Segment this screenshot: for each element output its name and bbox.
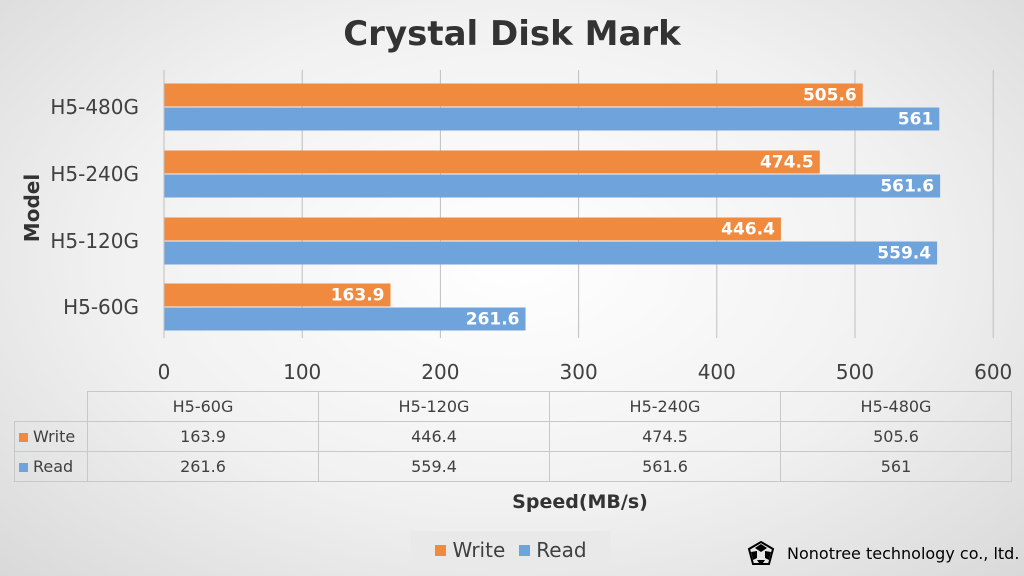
- nonotree-logo-icon: [747, 540, 775, 565]
- data-table-header: H5-480G: [780, 391, 1012, 422]
- data-table-cell: 261.6: [87, 451, 319, 482]
- legend-label-read: Read: [536, 538, 587, 562]
- data-table-header: H5-240G: [549, 391, 781, 422]
- legend: Write Read: [411, 531, 611, 569]
- data-table-key-write: Write: [14, 421, 88, 452]
- data-table: H5-60G H5-120G H5-240G H5-480G Write 163…: [14, 391, 1012, 482]
- data-table-cell: 561.6: [549, 451, 781, 482]
- y-tick-label: H5-120G: [50, 229, 139, 253]
- y-axis-label: Model: [20, 173, 44, 243]
- bar-write: [164, 283, 391, 307]
- bar-write: [164, 150, 820, 174]
- x-tick-label: 300: [560, 360, 598, 384]
- data-table-row-write: Write 163.9 446.4 474.5 505.6: [14, 421, 1012, 452]
- legend-item-read: Read: [519, 538, 587, 562]
- legend-label-write: Write: [452, 538, 506, 562]
- data-table-corner: [14, 391, 88, 422]
- chart-title: Crystal Disk Mark: [343, 14, 681, 54]
- bar-value-label: 561.6: [880, 177, 934, 197]
- data-table-cell: 559.4: [318, 451, 550, 482]
- bar-value-label: 163.9: [331, 286, 385, 306]
- y-tick-label: H5-60G: [63, 295, 139, 319]
- data-table-header-row: H5-60G H5-120G H5-240G H5-480G: [14, 391, 1012, 422]
- data-table-cell: 474.5: [549, 421, 781, 452]
- data-table-header: H5-60G: [87, 391, 319, 422]
- data-table-cell: 505.6: [780, 421, 1012, 452]
- x-tick-label: 200: [421, 360, 459, 384]
- company-name: Nonotree technology co., ltd.: [787, 543, 1020, 563]
- x-axis-label: Speed(MB/s): [512, 491, 648, 513]
- data-table-cell: 163.9: [87, 421, 319, 452]
- data-table-key-label: Read: [33, 457, 74, 476]
- y-tick-label: H5-240G: [50, 162, 139, 186]
- company-credit: Nonotree technology co., ltd.: [745, 540, 1019, 566]
- x-tick-label: 100: [283, 360, 321, 384]
- bar-chart: 0 100 200 300 400 500 600 H5-60G 163.9 261.6 H5-12…: [50, 70, 1012, 384]
- bar-read: [164, 307, 526, 331]
- bar-value-label: 446.4: [721, 220, 775, 240]
- bar-read: [164, 241, 938, 265]
- x-tick-label: 400: [698, 360, 736, 384]
- bar-read: [164, 107, 940, 131]
- bar-value-label: 561: [898, 110, 934, 130]
- bar-value-label: 505.6: [803, 86, 857, 106]
- data-table-key-read: Read: [14, 451, 88, 482]
- data-table-cell: 446.4: [318, 421, 550, 452]
- x-tick-label: 500: [836, 360, 874, 384]
- data-table-row-read: Read 261.6 559.4 561.6 561: [14, 451, 1012, 482]
- write-swatch: [19, 433, 28, 442]
- x-tick-label: 0: [158, 360, 171, 384]
- legend-item-write: Write: [435, 538, 505, 562]
- bar-read: [164, 174, 941, 198]
- bar-write: [164, 83, 863, 107]
- bar-write: [164, 217, 781, 241]
- x-tick-label: 600: [974, 360, 1012, 384]
- legend-swatch-read: [519, 544, 531, 556]
- read-swatch: [19, 463, 28, 472]
- data-table-header: H5-120G: [318, 391, 550, 422]
- bar-value-label: 261.6: [466, 310, 520, 330]
- y-tick-label: H5-480G: [50, 95, 139, 119]
- legend-swatch-write: [435, 544, 447, 556]
- bar-value-label: 559.4: [877, 244, 931, 264]
- data-table-key-label: Write: [33, 427, 76, 446]
- data-table-cell: 561: [780, 451, 1012, 482]
- bar-value-label: 474.5: [760, 153, 814, 173]
